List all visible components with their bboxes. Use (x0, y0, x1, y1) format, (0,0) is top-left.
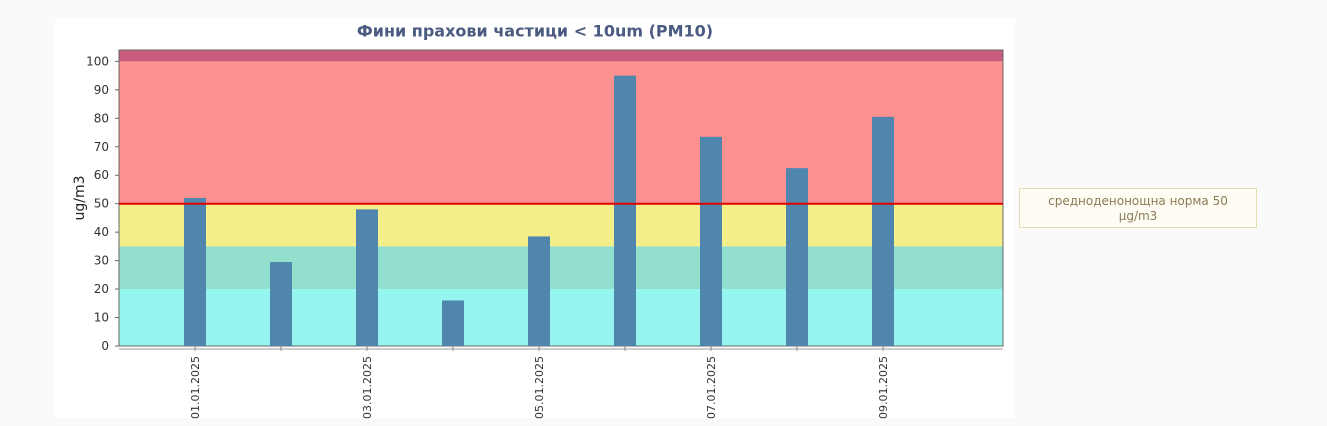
bar (184, 198, 206, 346)
chart-title: Фини прахови частици < 10um (PM10) (357, 22, 713, 41)
y-tick-label: 80 (94, 111, 109, 125)
y-tick-label: 10 (94, 311, 109, 325)
bar (442, 300, 464, 346)
x-tick-label: 01.01.2025 (189, 356, 202, 419)
band (119, 50, 1003, 62)
y-tick-label: 60 (94, 168, 109, 182)
x-tick-label: 07.01.2025 (705, 356, 718, 419)
bar (356, 209, 378, 346)
band (119, 289, 1003, 346)
band (119, 246, 1003, 290)
x-tick-label: 09.01.2025 (877, 356, 890, 419)
bar (614, 75, 636, 346)
y-tick-label: 20 (94, 282, 109, 296)
y-tick-label: 40 (94, 225, 109, 239)
band (119, 203, 1003, 247)
x-tick-label: 03.01.2025 (361, 356, 374, 419)
bar (872, 116, 894, 346)
bar (270, 262, 292, 346)
plot-border (118, 49, 1004, 347)
y-tick-label: 30 (94, 254, 109, 268)
threshold-note: средноденонощна норма 50 µg/m3 (1019, 188, 1257, 228)
y-tick-label: 50 (94, 197, 109, 211)
y-tick-label: 90 (94, 83, 109, 97)
y-tick-label: 0 (101, 339, 109, 353)
bar (700, 136, 722, 346)
bar (528, 236, 550, 346)
x-tick-label: 05.01.2025 (533, 356, 546, 419)
y-axis-label: ug/m3 (72, 175, 88, 220)
y-tick-label: 100 (86, 54, 109, 68)
band (119, 61, 1003, 204)
y-tick-label: 70 (94, 140, 109, 154)
bar (786, 168, 808, 346)
